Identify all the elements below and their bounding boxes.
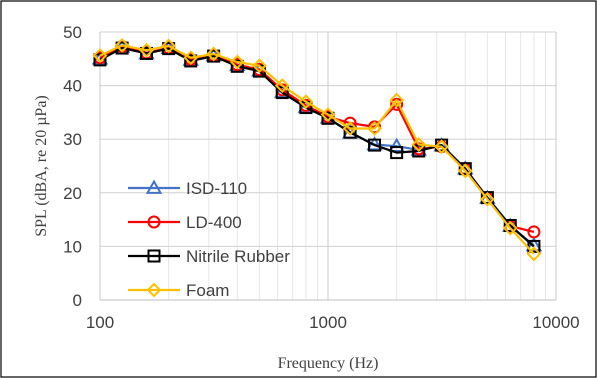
data-point-foam xyxy=(298,94,314,110)
data-point-foam xyxy=(274,78,290,94)
minor-grid xyxy=(168,32,547,300)
data-point-nitrile-rubber xyxy=(390,146,404,160)
data-point-foam xyxy=(92,48,108,63)
data-point-ld-400 xyxy=(527,225,541,239)
legend-item-isd-110: ISD-110 xyxy=(128,179,247,198)
y-tick-label: 10 xyxy=(63,237,82,256)
legend-marker xyxy=(146,282,162,298)
legend-label: LD-400 xyxy=(186,213,242,232)
y-tick-label: 40 xyxy=(63,77,82,96)
data-point-foam xyxy=(526,246,542,262)
legend-label: Nitrile Rubber xyxy=(186,247,290,266)
x-tick-label: 10000 xyxy=(532,313,579,332)
legend-marker xyxy=(147,249,161,263)
data-point-nitrile-rubber xyxy=(368,138,382,152)
data-point-foam xyxy=(139,42,154,58)
data-point-foam xyxy=(479,191,495,207)
legend-marker xyxy=(145,179,163,194)
data-point-foam xyxy=(434,139,450,155)
data-point-isd-110 xyxy=(388,137,405,153)
x-axis-title: Frequency (Hz) xyxy=(278,355,379,372)
data-point-nitrile-rubber xyxy=(140,46,154,60)
data-point-foam xyxy=(161,38,177,54)
y-tick-label: 30 xyxy=(63,130,82,149)
y-tick-label: 20 xyxy=(63,184,82,203)
data-point-foam xyxy=(320,107,336,122)
data-point-foam xyxy=(114,37,130,53)
legend-item-nitrile-rubber: Nitrile Rubber xyxy=(128,247,290,266)
x-tick-labels: 100 1000 10000 xyxy=(86,313,580,332)
y-tick-label: 0 xyxy=(73,291,82,310)
data-point-foam xyxy=(367,121,382,136)
data-point-ld-400 xyxy=(390,97,404,111)
y-axis-title: SPL (dBA, re 20 µPa) xyxy=(33,95,50,237)
legend-item-foam: Foam xyxy=(128,281,229,300)
data-point-nitrile-rubber xyxy=(230,59,244,73)
data-point-foam xyxy=(457,163,473,179)
data-point-foam xyxy=(342,121,358,136)
data-point-nitrile-rubber xyxy=(184,54,198,68)
data-point-nitrile-rubber xyxy=(275,86,289,100)
legend: ISD-110 LD-400 Nitrile Rubber Foam xyxy=(128,179,290,300)
major-grid xyxy=(99,31,557,300)
series-line-nitrile-rubber xyxy=(99,46,535,248)
legend-item-ld-400: LD-400 xyxy=(128,213,242,232)
legend-label: Foam xyxy=(186,281,229,300)
series-foam xyxy=(92,37,542,262)
series-layer xyxy=(91,37,543,262)
data-point-foam xyxy=(206,46,222,62)
data-point-nitrile-rubber xyxy=(458,162,472,176)
y-tick-labels: 0 10 20 30 40 50 xyxy=(63,23,82,310)
data-point-nitrile-rubber xyxy=(343,125,357,139)
x-tick-label: 1000 xyxy=(309,313,347,332)
data-point-foam xyxy=(183,50,199,66)
data-point-nitrile-rubber xyxy=(503,218,517,232)
legend-marker xyxy=(147,215,161,229)
data-point-foam xyxy=(389,92,405,108)
data-point-foam xyxy=(502,220,518,236)
data-point-foam xyxy=(411,137,427,152)
y-tick-label: 50 xyxy=(63,23,82,42)
data-point-foam xyxy=(229,54,245,70)
x-tick-label: 100 xyxy=(86,313,114,332)
data-point-foam xyxy=(251,58,267,74)
legend-label: ISD-110 xyxy=(186,179,247,198)
